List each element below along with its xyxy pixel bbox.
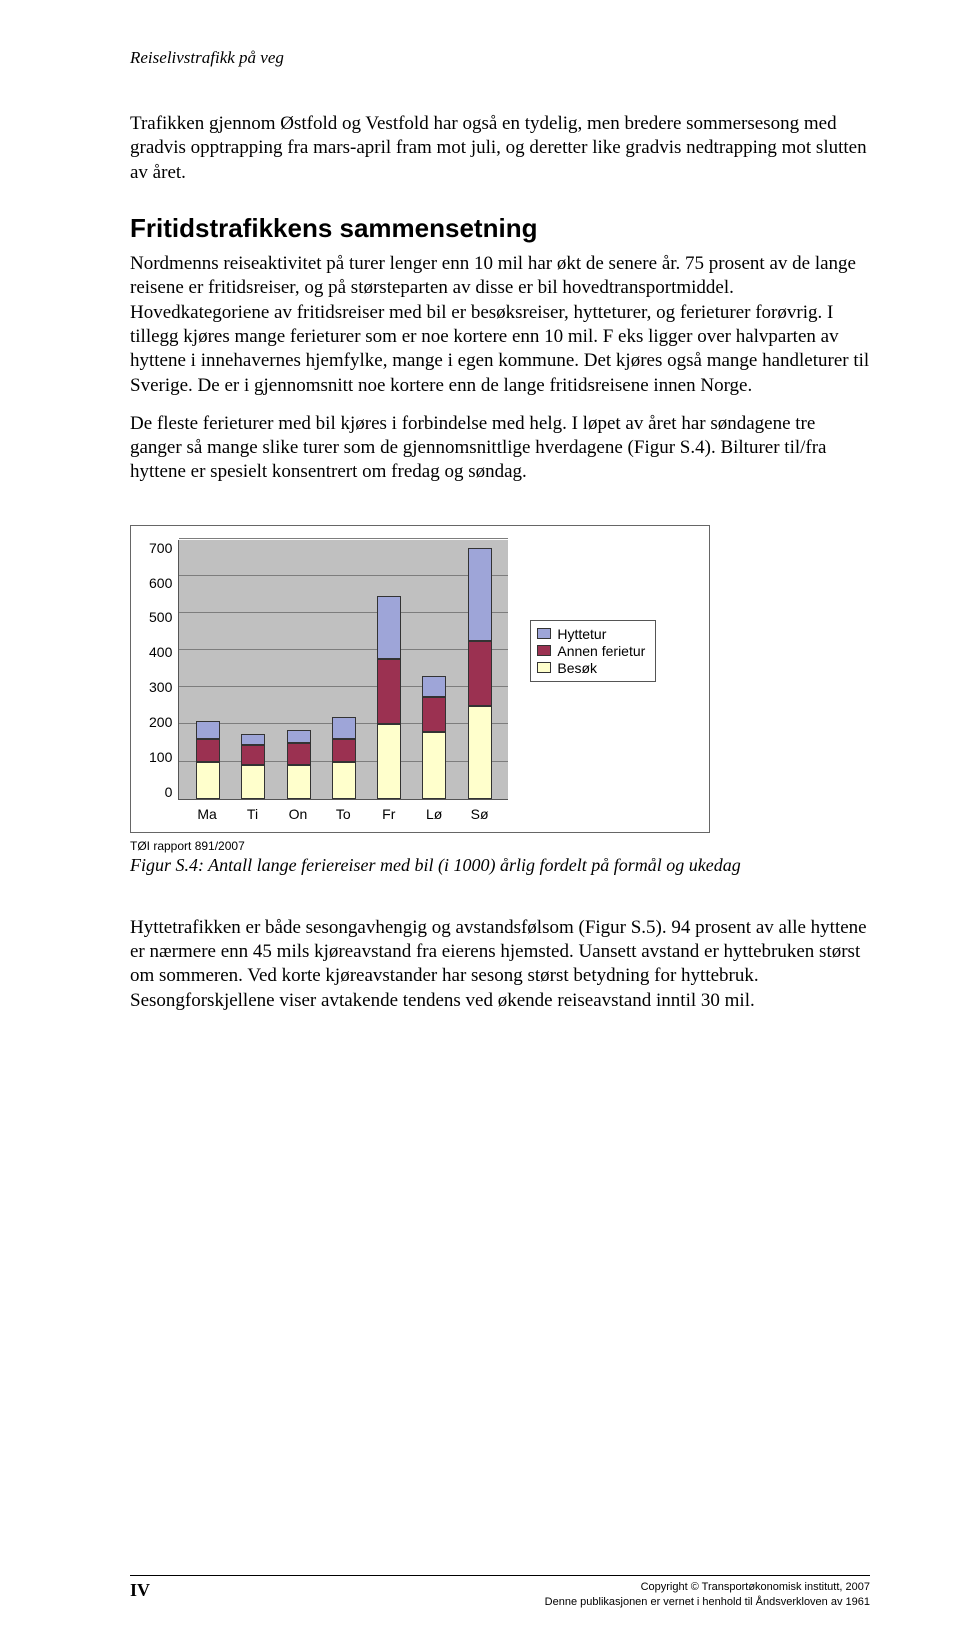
x-axis: Ma Ti On To Fr Lø Sø bbox=[178, 800, 508, 822]
bar-segment-besok bbox=[332, 762, 356, 799]
running-head: Reiselivstrafikk på veg bbox=[130, 48, 870, 68]
y-tick-label: 300 bbox=[149, 679, 172, 695]
paragraph-1: Trafikken gjennom Østfold og Vestfold ha… bbox=[130, 112, 870, 185]
paragraph-2: Nordmenns reiseaktivitet på turer lenger… bbox=[130, 252, 870, 398]
paragraph-3: De fleste ferieturer med bil kjøres i fo… bbox=[130, 412, 870, 485]
bar-segment-annen bbox=[377, 659, 401, 724]
y-tick-label: 100 bbox=[149, 749, 172, 765]
bar-segment-hytte bbox=[287, 730, 311, 743]
bar-column bbox=[332, 717, 356, 799]
bar-group bbox=[179, 540, 508, 799]
x-tick-label: Fr bbox=[377, 806, 401, 822]
y-tick-label: 700 bbox=[149, 540, 172, 556]
bar-column bbox=[377, 596, 401, 798]
bar-segment-besok bbox=[468, 706, 492, 799]
legend-label: Annen ferietur bbox=[557, 643, 645, 659]
bar-column bbox=[196, 721, 220, 799]
x-tick-label: Ma bbox=[195, 806, 219, 822]
chart-source-note: TØI rapport 891/2007 bbox=[130, 839, 870, 853]
plot-area bbox=[178, 540, 508, 800]
gridline bbox=[179, 538, 508, 539]
y-tick-label: 500 bbox=[149, 609, 172, 625]
legend-label: Hyttetur bbox=[557, 626, 606, 642]
bar-segment-besok bbox=[422, 732, 446, 799]
y-tick-label: 400 bbox=[149, 644, 172, 660]
bar-segment-annen bbox=[422, 697, 446, 732]
legend-swatch bbox=[537, 662, 551, 673]
bar-segment-besok bbox=[241, 765, 265, 798]
legend-label: Besøk bbox=[557, 660, 597, 676]
x-tick-label: To bbox=[331, 806, 355, 822]
y-axis: 700 600 500 400 300 200 100 0 bbox=[149, 540, 178, 800]
bar-segment-hytte bbox=[468, 548, 492, 641]
legend-item: Hyttetur bbox=[537, 626, 645, 642]
bar-segment-besok bbox=[377, 724, 401, 798]
x-tick-label: Sø bbox=[468, 806, 492, 822]
y-tick-label: 200 bbox=[149, 714, 172, 730]
bar-segment-hytte bbox=[332, 717, 356, 739]
bar-segment-hytte bbox=[422, 676, 446, 696]
legend-swatch bbox=[537, 645, 551, 656]
bar-column bbox=[241, 734, 265, 799]
bar-column bbox=[468, 548, 492, 799]
paragraph-4: Hyttetrafikken er både sesongavhengig og… bbox=[130, 916, 870, 1013]
bar-segment-besok bbox=[287, 765, 311, 798]
page-number: IV bbox=[130, 1580, 150, 1601]
bar-segment-besok bbox=[196, 762, 220, 799]
bar-chart: 700 600 500 400 300 200 100 0 Ma Ti On To Fr Lø Sø Hy… bbox=[130, 525, 710, 833]
bar-segment-hytte bbox=[196, 721, 220, 740]
bar-segment-hytte bbox=[377, 596, 401, 659]
bar-segment-annen bbox=[332, 739, 356, 761]
bar-segment-annen bbox=[468, 641, 492, 706]
legend-item: Besøk bbox=[537, 660, 645, 676]
x-tick-label: Ti bbox=[240, 806, 264, 822]
bar-segment-annen bbox=[287, 743, 311, 765]
page-footer: IV Copyright © Transportøkonomisk instit… bbox=[130, 1575, 870, 1609]
section-heading: Fritidstrafikkens sammensetning bbox=[130, 213, 870, 244]
x-tick-label: On bbox=[286, 806, 310, 822]
bar-segment-hytte bbox=[241, 734, 265, 745]
legend-swatch bbox=[537, 628, 551, 639]
y-tick-label: 600 bbox=[149, 575, 172, 591]
x-tick-label: Lø bbox=[422, 806, 446, 822]
footer-rights: Denne publikasjonen er vernet i henhold … bbox=[545, 1595, 870, 1609]
bar-segment-annen bbox=[196, 739, 220, 761]
footer-copyright: Copyright © Transportøkonomisk institutt… bbox=[545, 1580, 870, 1594]
figure-caption: Figur S.4: Antall lange feriereiser med … bbox=[130, 855, 870, 876]
bar-column bbox=[287, 730, 311, 799]
chart-legend: HytteturAnnen ferieturBesøk bbox=[530, 620, 656, 682]
legend-item: Annen ferietur bbox=[537, 643, 645, 659]
y-tick-label: 0 bbox=[165, 784, 173, 800]
bar-segment-annen bbox=[241, 745, 265, 765]
bar-column bbox=[422, 676, 446, 799]
